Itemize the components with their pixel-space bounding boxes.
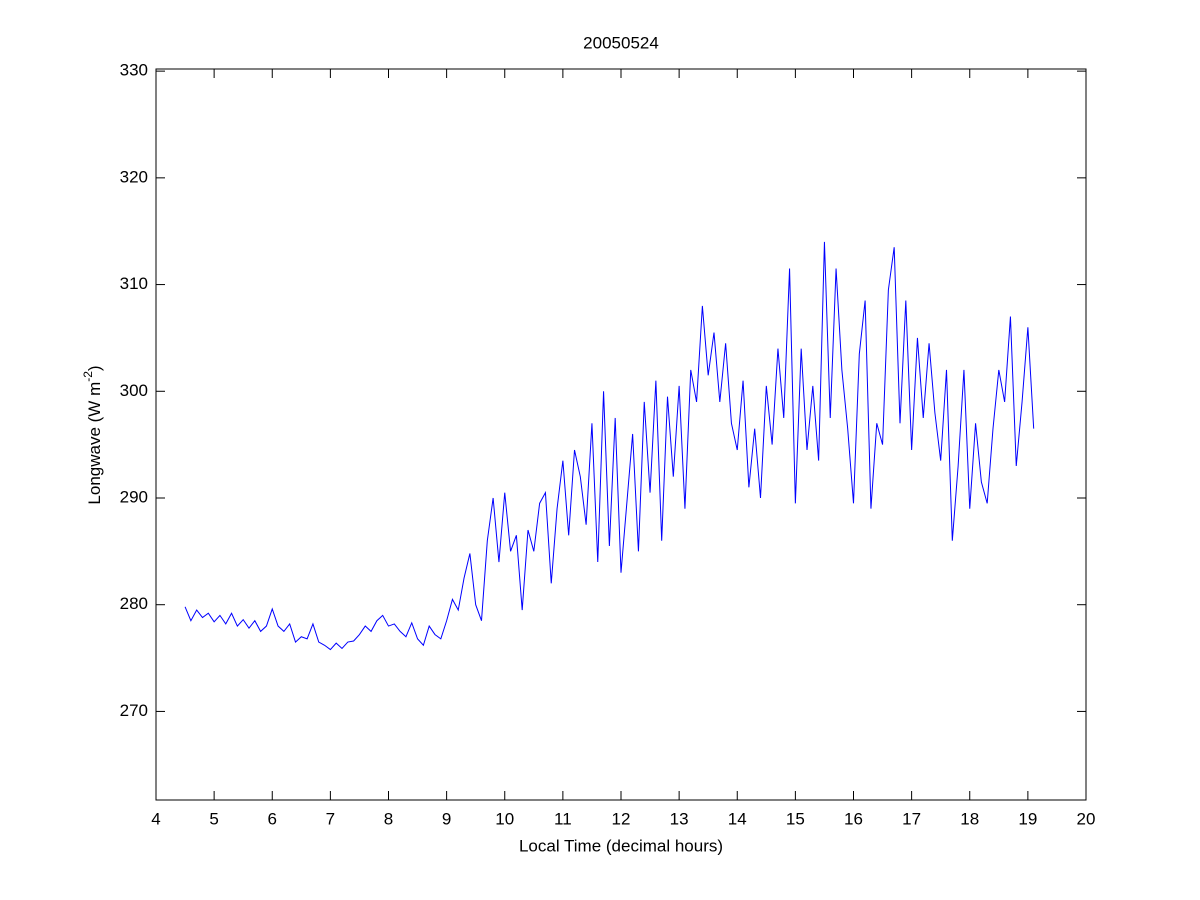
x-tick-label: 4 <box>151 809 160 828</box>
x-tick-label: 20 <box>1077 809 1096 828</box>
y-label-end: ) <box>85 365 104 371</box>
y-tick-label: 320 <box>120 167 148 186</box>
x-tick-label: 12 <box>612 809 631 828</box>
x-tick-label: 6 <box>268 809 277 828</box>
x-tick-label: 13 <box>670 809 689 828</box>
x-tick-label: 19 <box>1018 809 1037 828</box>
y-tick-label: 310 <box>120 274 148 293</box>
x-tick-label: 18 <box>960 809 979 828</box>
y-tick-label: 330 <box>120 61 148 80</box>
x-tick-label: 7 <box>326 809 335 828</box>
x-axis-label: Local Time (decimal hours) <box>519 836 723 855</box>
y-label-text: Longwave (W m <box>85 382 104 505</box>
x-tick-label: 11 <box>554 809 572 828</box>
data-line <box>184 241 1035 651</box>
x-tick-label: 10 <box>495 809 514 828</box>
x-tick-label: 9 <box>442 809 451 828</box>
chart-title: 20050524 <box>583 33 659 52</box>
y-tick-label: 290 <box>120 487 148 506</box>
x-tick-label: 17 <box>902 809 921 828</box>
y-label-superscript: -2 <box>81 371 95 382</box>
x-tick-label: 8 <box>384 809 393 828</box>
y-tick-label: 270 <box>120 701 148 720</box>
x-tick-label: 5 <box>209 809 218 828</box>
x-tick-label: 16 <box>844 809 863 828</box>
x-tick-label: 14 <box>728 809 747 828</box>
y-tick-label: 280 <box>120 594 148 613</box>
x-tick-label: 15 <box>786 809 805 828</box>
y-axis-label: Longwave (W m-2) <box>81 365 104 504</box>
y-tick-label: 300 <box>120 381 148 400</box>
